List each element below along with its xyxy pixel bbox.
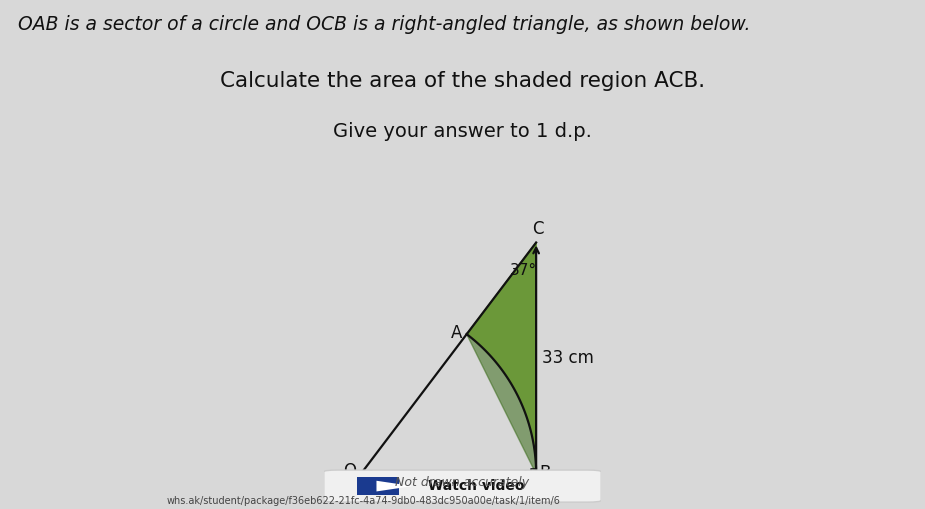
Text: 37°: 37° [510, 263, 537, 278]
Text: OAB is a sector of a circle and OCB is a right-angled triangle, as shown below.: OAB is a sector of a circle and OCB is a… [18, 15, 751, 34]
Polygon shape [467, 242, 536, 474]
Text: C: C [533, 220, 544, 238]
Text: Calculate the area of the shaded region ACB.: Calculate the area of the shaded region … [220, 71, 705, 91]
Text: Give your answer to 1 d.p.: Give your answer to 1 d.p. [333, 122, 592, 141]
FancyBboxPatch shape [324, 470, 601, 502]
Text: Watch video: Watch video [428, 479, 524, 493]
Text: Not drawn accurately: Not drawn accurately [396, 475, 529, 489]
Polygon shape [376, 480, 413, 492]
Text: A: A [450, 324, 462, 342]
Text: 25 cm: 25 cm [423, 487, 475, 504]
Polygon shape [467, 242, 536, 474]
Text: whs.ak/student/package/f36eb622-21fc-4a74-9db0-483dc950a00e/task/1/item/6: whs.ak/student/package/f36eb622-21fc-4a7… [166, 496, 561, 506]
Bar [357, 477, 399, 495]
Text: 33 cm: 33 cm [542, 349, 595, 367]
Text: O: O [343, 462, 356, 480]
Text: B: B [539, 464, 551, 482]
